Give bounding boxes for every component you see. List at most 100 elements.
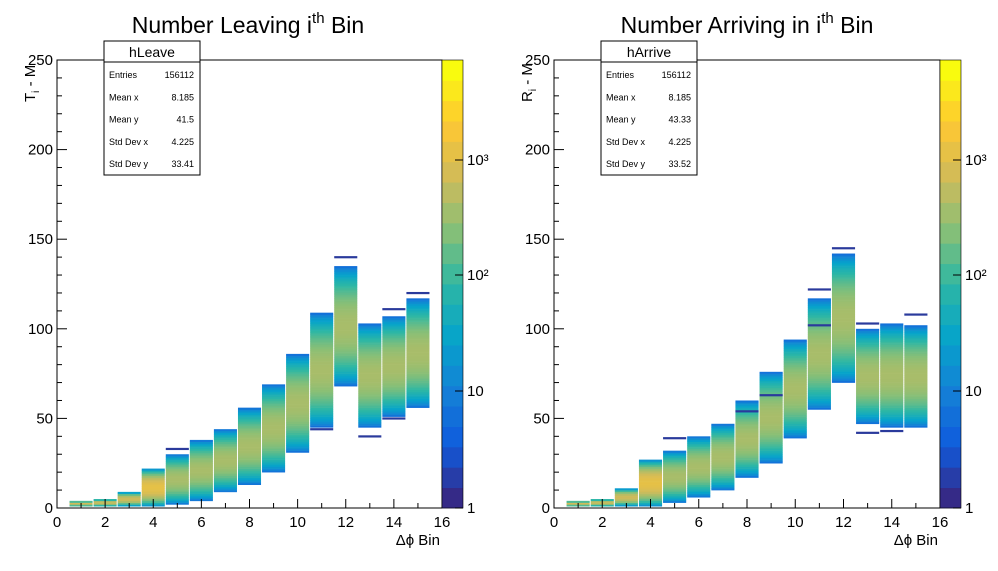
histogram-cell [783,359,807,362]
histogram-cell [334,361,358,364]
histogram-cell [663,488,687,491]
histogram-cell [165,473,189,477]
histogram-cell [286,355,310,358]
histogram-cell [310,318,334,321]
histogram-cell [382,366,406,369]
histogram-cell [262,389,286,392]
histogram-cell [831,355,856,358]
histogram-cell [663,484,687,487]
histogram-cell [807,303,831,306]
histogram-cell [382,386,406,389]
histogram-cell [807,312,831,315]
histogram-cell [783,430,807,434]
histogram-cell [904,362,928,365]
histogram-cell [310,382,334,385]
outlier-cell [880,429,904,433]
histogram-cell [880,353,904,356]
histogram-cell [237,413,262,416]
histogram-cell [382,391,406,394]
histogram-cell [286,421,310,425]
stats-label: Mean x [109,92,139,102]
histogram-cell [358,404,382,407]
histogram-cell [880,387,904,391]
color-scale-label: 1 [965,500,973,517]
color-band [442,284,463,305]
color-scale-label: 10² [467,267,489,284]
histogram-cell [334,357,358,360]
histogram-cell [406,387,430,391]
histogram-cell [856,366,880,369]
histogram-cell [904,344,928,348]
color-band [442,426,463,448]
histogram-cell [687,468,711,471]
histogram-cell [141,486,165,489]
histogram-cell [759,387,783,391]
histogram-cell [711,443,735,446]
histogram-cell [807,343,831,346]
histogram-cell [831,282,856,285]
histogram-cell [334,334,358,337]
histogram-cell [334,296,358,299]
histogram-cell [880,373,904,376]
histogram-cell [759,398,783,401]
histogram-cell [904,328,928,331]
histogram-cell [382,327,406,330]
histogram-cell [358,364,382,367]
x-tick-label: 0 [550,514,558,531]
histogram-cell [759,456,783,459]
histogram-cell [735,423,759,426]
histogram-cell [382,396,406,399]
histogram-cell [406,335,430,339]
y-tick-label: 100 [525,321,550,338]
stats-name: hLeave [129,44,175,60]
histogram-cell [904,373,928,376]
histogram-cell [237,477,262,480]
histogram-cell [711,450,735,453]
histogram-cell [759,439,783,442]
histogram-cell [807,337,831,340]
histogram-cell [262,416,286,419]
x-tick-label: 6 [197,514,205,531]
histogram-cell [189,466,213,469]
histogram-cell [310,375,334,378]
histogram-cell [286,368,310,371]
x-tick-label: 4 [646,514,654,531]
y-tick-label: 0 [542,500,550,517]
outlier-cell [334,256,358,259]
histogram-cell [856,409,880,412]
histogram-cell [856,328,880,331]
histogram-cell [358,352,382,355]
histogram-cell [831,357,856,360]
histogram-cell [310,312,334,315]
histogram-cell [807,353,831,356]
histogram-cell [334,346,358,349]
histogram-cell [213,470,237,473]
histogram-cell [189,475,213,478]
histogram-cell [856,391,880,394]
histogram-cell [358,350,382,353]
histogram-cell [286,387,310,391]
histogram-cell [237,459,262,462]
histogram-cell [189,481,213,484]
histogram-cell [334,370,358,373]
histogram-cell [334,292,358,296]
histogram-cell [286,362,310,365]
histogram-cell [406,393,430,396]
histogram-cell [213,463,237,466]
histogram-cell [904,421,928,425]
histogram-cell [213,461,237,464]
histogram-cell [406,334,430,337]
histogram-cell [382,334,406,337]
histogram-cell [711,427,735,430]
color-band [442,467,463,489]
histogram-cell [237,456,262,459]
histogram-cell [310,400,334,403]
histogram-cell [237,438,262,441]
histogram-cell [735,416,759,419]
histogram-cell [358,346,382,349]
histogram-cell [856,335,880,339]
histogram-cell [783,362,807,365]
histogram-cell [213,464,237,468]
histogram-cell [382,323,406,326]
histogram-cell [358,423,382,426]
